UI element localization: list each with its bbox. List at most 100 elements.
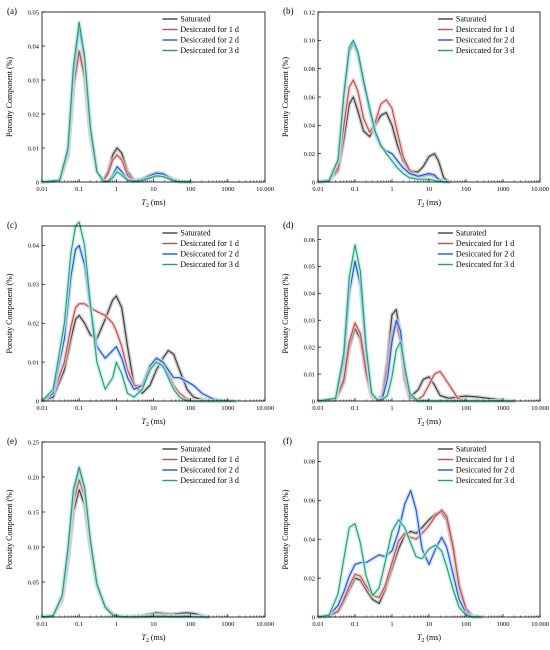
legend-label-2: Desiccated for 1 d: [180, 455, 238, 464]
y-tick-label: 0.03: [304, 318, 315, 325]
legend-label-1: Saturated: [180, 445, 210, 454]
x-tick-label: 0.01: [36, 186, 47, 193]
legend-label-3: Desiccated for 2 d: [456, 250, 514, 259]
y-tick-label: 0: [312, 614, 315, 621]
x-tick-label: 100: [186, 405, 196, 412]
x-axis-title-main: T: [141, 633, 146, 642]
panel-label: (a): [7, 6, 17, 16]
y-tick-label: 0.04: [28, 43, 40, 50]
x-axis-title-subscript: 2: [146, 422, 149, 428]
y-tick-label: 0.03: [28, 77, 39, 84]
y-tick-label: 0.25: [28, 439, 39, 446]
x-tick-label: 0.01: [312, 621, 323, 628]
series-line-1: [41, 295, 235, 402]
y-tick-label: 0.06: [304, 94, 316, 101]
x-tick-label: 10: [426, 621, 433, 628]
x-axis-title-subscript: 2: [146, 203, 149, 209]
x-tick-label: 1: [390, 405, 393, 412]
x-tick-label: 1000: [221, 405, 234, 412]
series-line-4: [317, 39, 450, 183]
x-tick-label: 1: [115, 621, 118, 628]
x-tick-label: 100: [186, 186, 196, 193]
series-line-1: [317, 96, 450, 183]
x-tick-label: 10: [426, 405, 433, 412]
x-tick-label: 1000: [221, 186, 234, 193]
panel-label: (b): [283, 6, 294, 16]
y-tick-label: 0.04: [304, 123, 316, 130]
y-axis-title: Porosity Component (%): [5, 273, 14, 353]
panel-label: (c): [7, 220, 17, 230]
legend-label-1: Saturated: [180, 229, 210, 238]
chart-panel-4: 0.01 0.1 1 10 100 1000 10.00000.010.020.030.04…: [281, 220, 549, 428]
x-axis-title-unit: (ms): [149, 198, 166, 207]
y-tick-label: 0: [36, 179, 39, 186]
x-tick-label: 10: [150, 405, 157, 412]
y-tick-label: 0.02: [304, 575, 315, 582]
x-tick-label: 1: [115, 405, 118, 412]
x-tick-label: 1000: [497, 405, 510, 412]
x-tick-label: 0.1: [75, 621, 83, 628]
x-axis-title-unit: (ms): [424, 633, 441, 642]
x-tick-label: 10.000: [531, 405, 549, 412]
x-tick-label: 10: [426, 186, 433, 193]
y-tick-label: 0.04: [304, 291, 316, 298]
legend-label-4: Desiccated for 3 d: [456, 46, 514, 55]
y-tick-label: 0.01: [304, 371, 315, 378]
series-line-4: [317, 519, 482, 618]
y-tick-label: 0.04: [304, 537, 316, 544]
x-tick-label: 0.01: [36, 621, 47, 628]
legend-label-3: Desiccated for 2 d: [456, 466, 514, 475]
y-tick-label: 0.04: [28, 243, 40, 250]
y-tick-label: 0.02: [28, 321, 39, 328]
x-axis-title-subscript: 2: [421, 638, 424, 644]
x-axis-title-unit: (ms): [424, 198, 441, 207]
x-tick-label: 1000: [497, 621, 510, 628]
y-tick-label: 0.05: [28, 9, 39, 16]
y-tick-label: 0.15: [28, 509, 39, 516]
chart-panel-2: 0.01 0.1 1 10 100 1000 10.000 0 0.02 0.04 0.06 0.08…: [281, 6, 549, 209]
x-axis-title: T2 (ms): [141, 417, 165, 428]
x-axis-title-subscript: 2: [421, 203, 424, 209]
x-tick-label: 0.1: [75, 186, 83, 193]
x-tick-label: 100: [461, 405, 471, 412]
y-tick-label: 0.08: [304, 66, 315, 73]
x-axis-title: T2 (ms): [417, 633, 441, 644]
x-tick-label: 1000: [221, 621, 234, 628]
y-tick-label: 0.06: [304, 237, 316, 244]
y-axis-title: Porosity Component (%): [281, 57, 290, 137]
y-tick-label: 0.05: [304, 264, 315, 271]
x-axis-title-unit: (ms): [424, 417, 441, 426]
x-tick-label: 10.000: [256, 405, 274, 412]
series-line-3: [41, 244, 235, 402]
y-tick-label: 0.02: [28, 111, 39, 118]
legend-label-3: Desiccated for 2 d: [180, 466, 238, 475]
x-axis-title: T2 (ms): [417, 198, 441, 209]
x-tick-label: 10.000: [531, 621, 549, 628]
x-tick-label: 0.01: [36, 405, 47, 412]
x-axis-title-main: T: [417, 633, 422, 642]
x-tick-label: 10.000: [256, 621, 274, 628]
y-tick-label: 0.10: [304, 38, 315, 45]
y-tick-label: 0.02: [304, 344, 315, 351]
legend-label-4: Desiccated for 3 d: [180, 46, 238, 55]
chart-panel-6: 0.01 0.1 1 10 100 1000 10.000 0 0.02 0.04 0.06 0.08…: [281, 436, 549, 644]
x-axis-title: T2 (ms): [417, 417, 441, 428]
x-tick-label: 10: [150, 621, 157, 628]
y-axis-title: Porosity Component (%): [5, 489, 14, 569]
x-tick-label: 10.000: [531, 186, 549, 193]
x-tick-label: 0.01: [312, 405, 323, 412]
y-tick-label: 0.05: [28, 579, 39, 586]
x-tick-label: 0.1: [351, 186, 359, 193]
legend-label-1: Saturated: [456, 15, 486, 24]
legend-label-4: Desiccated for 3 d: [180, 260, 238, 269]
legend-label-2: Desiccated for 1 d: [456, 239, 514, 248]
y-tick-label: 0: [312, 398, 315, 405]
y-tick-label: 0.08: [304, 459, 315, 466]
y-tick-label: 0: [36, 398, 39, 405]
x-axis-title-main: T: [417, 198, 422, 207]
panel-label: (f): [283, 436, 292, 446]
chart-panel-1: 0.01 0.1 1 10 100 1000 10.00000.010.020.030.04…: [5, 6, 274, 209]
x-axis-title-main: T: [141, 198, 146, 207]
